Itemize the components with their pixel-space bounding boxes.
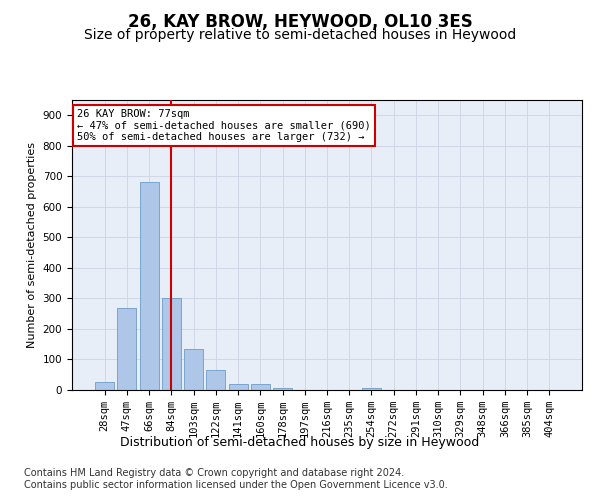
Y-axis label: Number of semi-detached properties: Number of semi-detached properties: [27, 142, 37, 348]
Bar: [140, 182, 158, 390]
Text: 26, KAY BROW, HEYWOOD, OL10 3ES: 26, KAY BROW, HEYWOOD, OL10 3ES: [128, 12, 472, 30]
Text: Contains HM Land Registry data © Crown copyright and database right 2024.: Contains HM Land Registry data © Crown c…: [24, 468, 404, 477]
Bar: [251, 384, 270, 390]
Text: Contains public sector information licensed under the Open Government Licence v3: Contains public sector information licen…: [24, 480, 448, 490]
Text: 26 KAY BROW: 77sqm
← 47% of semi-detached houses are smaller (690)
50% of semi-d: 26 KAY BROW: 77sqm ← 47% of semi-detache…: [77, 108, 371, 142]
Text: Distribution of semi-detached houses by size in Heywood: Distribution of semi-detached houses by …: [121, 436, 479, 449]
Bar: [118, 308, 136, 390]
Bar: [95, 382, 114, 390]
Bar: [162, 298, 181, 390]
Text: Size of property relative to semi-detached houses in Heywood: Size of property relative to semi-detach…: [84, 28, 516, 42]
Bar: [229, 384, 248, 390]
Bar: [362, 388, 381, 390]
Bar: [206, 370, 225, 390]
Bar: [184, 349, 203, 390]
Bar: [273, 388, 292, 390]
